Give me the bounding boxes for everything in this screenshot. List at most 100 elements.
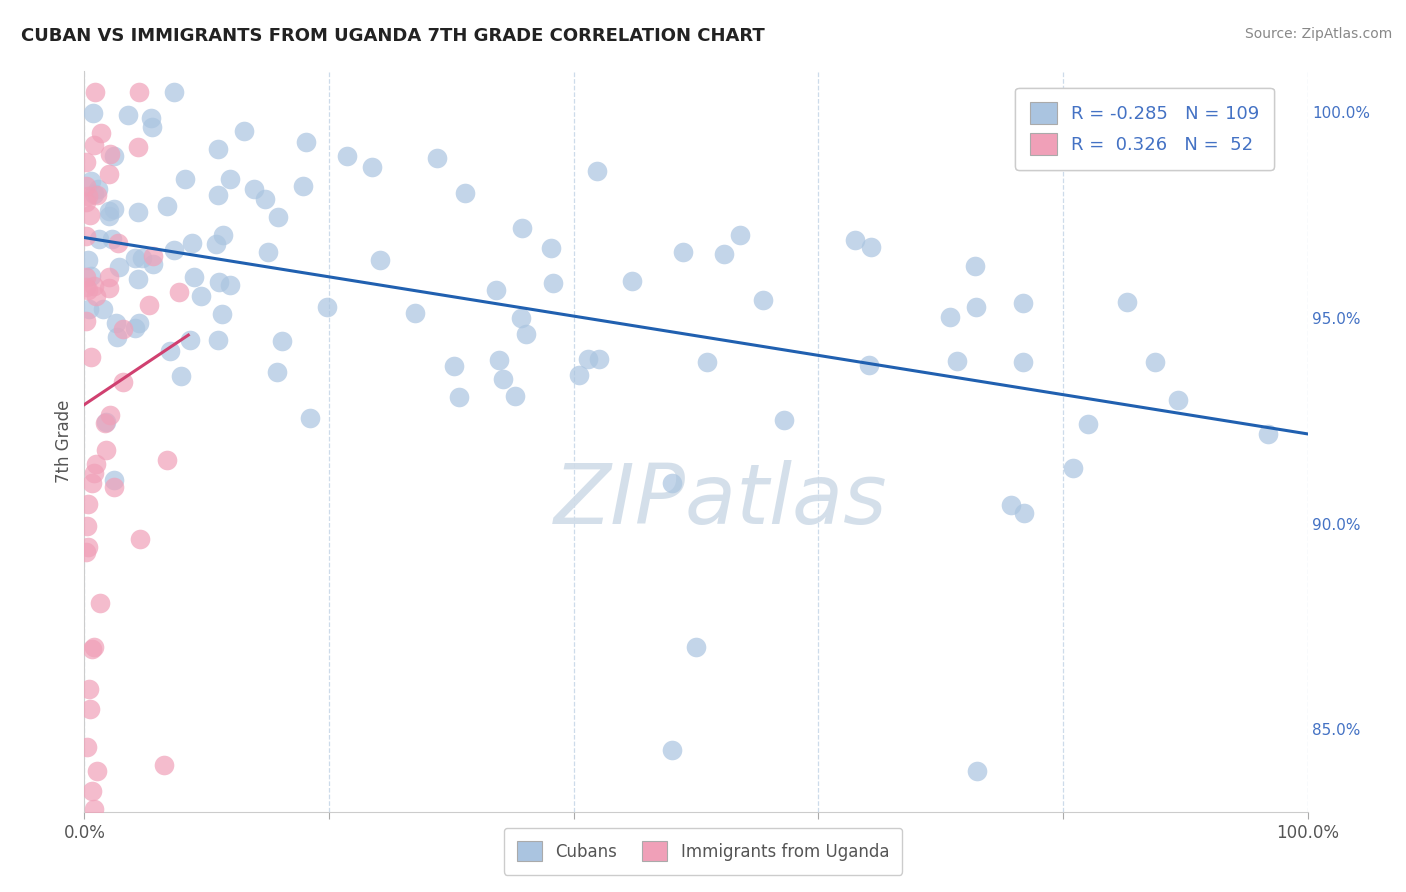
Point [773, 413, 796, 427]
Point [79, 302, 101, 317]
Point [316, 300, 339, 314]
Point [112, 376, 135, 390]
Point [138, 298, 160, 312]
Point [103, 481, 125, 495]
Point [859, 240, 882, 254]
Point [84, 457, 107, 471]
Point [266, 365, 288, 379]
Point [153, 757, 176, 772]
Point [1116, 294, 1139, 309]
Point [404, 306, 426, 320]
Point [77, 283, 100, 297]
Point [254, 192, 277, 206]
Point [568, 368, 591, 382]
Point [454, 186, 477, 200]
Point [292, 179, 315, 194]
Point [169, 285, 191, 299]
Point [89, 596, 111, 610]
Point [103, 149, 125, 163]
Point [84, 85, 107, 99]
Point [82, 106, 104, 120]
Point [76, 739, 98, 754]
Point [443, 359, 465, 373]
Point [1143, 355, 1166, 369]
Point [98, 408, 121, 422]
Point [83, 186, 105, 201]
Point [207, 333, 229, 347]
Point [75, 270, 97, 285]
Point [79, 681, 101, 696]
Point [713, 247, 735, 261]
Text: Source: ZipAtlas.com: Source: ZipAtlas.com [1244, 27, 1392, 41]
Point [159, 344, 181, 359]
Point [938, 310, 960, 324]
Point [492, 372, 515, 386]
Point [661, 475, 683, 490]
Point [84, 289, 107, 303]
Point [83, 278, 105, 293]
Point [76, 540, 98, 554]
Point [76, 519, 98, 533]
Point [117, 108, 139, 122]
Point [1047, 151, 1070, 165]
Point [87, 182, 110, 196]
Y-axis label: 7th Grade: 7th Grade [55, 400, 73, 483]
Point [105, 316, 128, 330]
Point [141, 120, 163, 135]
Point [80, 174, 103, 188]
Legend: Cubans, Immigrants from Uganda: Cubans, Immigrants from Uganda [503, 828, 903, 875]
Point [131, 251, 153, 265]
Point [107, 236, 129, 251]
Point [661, 743, 683, 757]
Point [173, 172, 195, 186]
Point [101, 232, 124, 246]
Point [112, 322, 135, 336]
Point [946, 353, 969, 368]
Point [83, 802, 105, 816]
Point [1257, 427, 1279, 442]
Point [124, 251, 146, 265]
Point [270, 334, 292, 348]
Point [576, 352, 599, 367]
Point [163, 243, 186, 257]
Point [80, 351, 103, 365]
Point [336, 149, 359, 163]
Point [183, 269, 205, 284]
Point [93, 301, 115, 316]
Point [128, 316, 150, 330]
Point [966, 764, 988, 778]
Point [80, 784, 103, 798]
Point [83, 466, 105, 480]
Point [205, 237, 228, 252]
Point [96, 415, 118, 429]
Point [179, 333, 201, 347]
Point [685, 640, 707, 655]
Point [696, 355, 718, 369]
Point [75, 154, 97, 169]
Point [79, 208, 101, 222]
Point [98, 270, 121, 285]
Point [75, 314, 97, 328]
Point [75, 228, 97, 243]
Point [447, 390, 470, 404]
Point [752, 293, 775, 307]
Point [93, 416, 115, 430]
Point [543, 276, 565, 290]
Point [83, 138, 105, 153]
Point [1062, 461, 1084, 475]
Point [75, 179, 97, 194]
Point [728, 228, 751, 243]
Point [129, 532, 152, 546]
Point [510, 221, 533, 235]
Point [156, 453, 179, 467]
Point [156, 199, 179, 213]
Point [844, 233, 866, 247]
Point [94, 443, 117, 458]
Point [163, 85, 186, 99]
Point [190, 289, 212, 303]
Point [360, 160, 382, 174]
Point [207, 142, 229, 156]
Point [86, 764, 108, 778]
Point [108, 260, 131, 274]
Point [1012, 355, 1035, 369]
